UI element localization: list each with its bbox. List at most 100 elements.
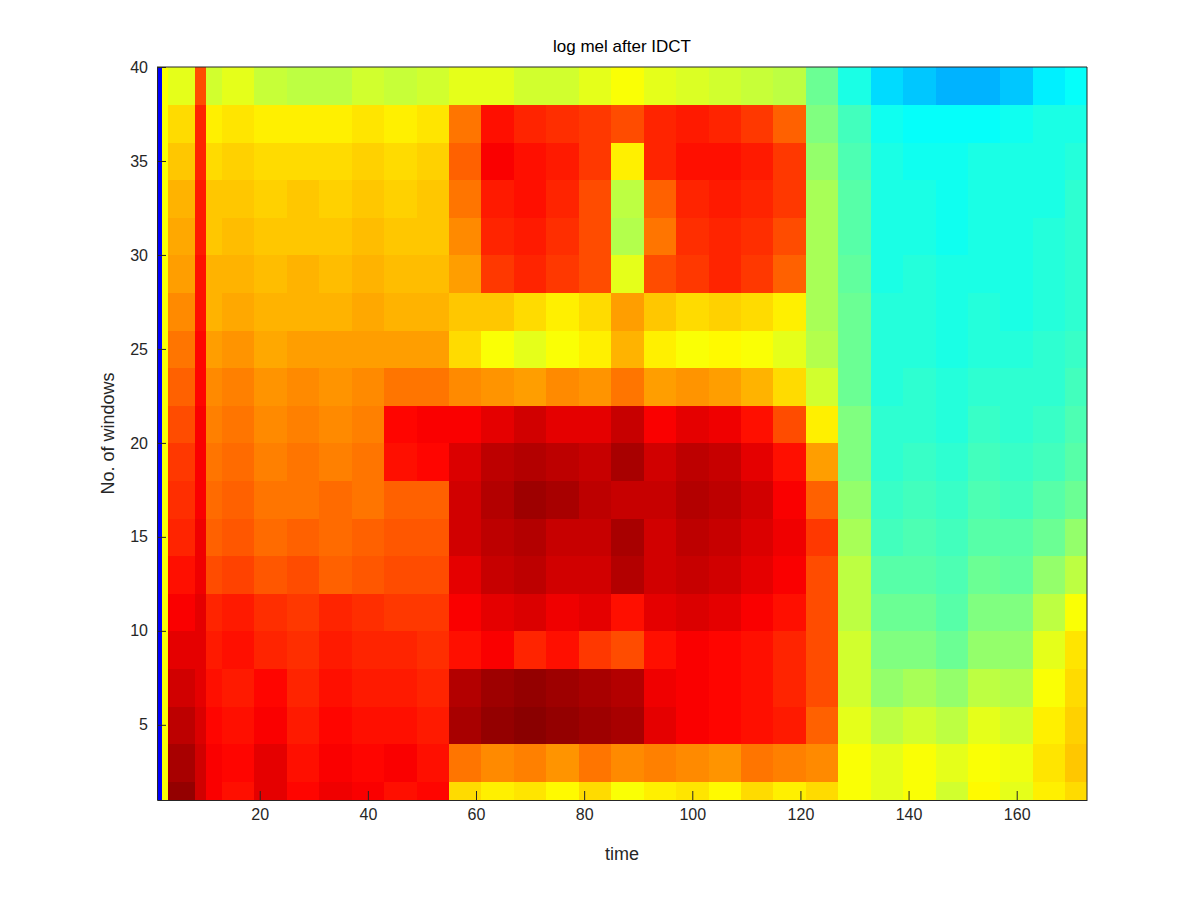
cell [195,631,206,669]
cell [168,180,196,218]
cell [1000,368,1033,406]
cell [254,556,287,594]
cell [222,67,255,105]
cell [773,105,806,143]
cell [481,330,514,368]
cell [936,631,969,669]
cell [546,142,579,180]
cell [222,330,255,368]
cell [254,593,287,631]
cell [222,105,255,143]
cell [968,781,1001,800]
cell [611,668,644,706]
cell [773,405,806,443]
cell [968,405,1001,443]
cell [579,142,612,180]
cell [968,67,1001,105]
cell [546,744,579,782]
cell [838,180,871,218]
x-tick-label: 120 [788,806,815,823]
cell [611,781,644,800]
x-tick-mark [692,791,693,800]
y-tick: 5 [139,716,166,733]
cell [709,180,742,218]
cell [481,67,514,105]
cell [773,180,806,218]
cell [514,142,547,180]
cell [162,368,168,406]
x-axis-line [158,800,1088,801]
cell [1000,744,1033,782]
cell [611,518,644,556]
cell [222,518,255,556]
cell [417,706,450,744]
cell [903,593,936,631]
cell [1065,142,1087,180]
cell [417,330,450,368]
cell [1000,330,1033,368]
cell [352,67,385,105]
y-tick-label: 30 [130,247,148,264]
cell [773,293,806,331]
cell [1000,556,1033,594]
y-axis: 510152025303540 [130,59,166,801]
heatmap-cells [157,67,1087,800]
cell [481,217,514,255]
cell [449,217,482,255]
cell [546,593,579,631]
cell [1033,631,1066,669]
cell [903,67,936,105]
cell [741,67,774,105]
cell [319,67,352,105]
cell [1000,480,1033,518]
cell [1000,668,1033,706]
cell [644,744,677,782]
cell [287,67,320,105]
cell [1033,180,1066,218]
cell [222,217,255,255]
cell [838,706,871,744]
cell [579,593,612,631]
y-tick-label: 5 [139,716,148,733]
cell [417,631,450,669]
cell [222,744,255,782]
cell [1065,405,1087,443]
y-tick: 10 [130,622,166,639]
cell [676,781,709,800]
cell [195,330,206,368]
cell [871,593,904,631]
cell [936,405,969,443]
cell [222,556,255,594]
cell [838,255,871,293]
cell [168,781,196,800]
cell [222,255,255,293]
cell [871,255,904,293]
cell [611,443,644,481]
cell [352,518,385,556]
cell [514,593,547,631]
cell [1033,405,1066,443]
cell [676,443,709,481]
cell [709,105,742,143]
cell [514,330,547,368]
cell [449,180,482,218]
cell [871,217,904,255]
cell [168,330,196,368]
cell [162,293,168,331]
cell [741,556,774,594]
cell [709,67,742,105]
cell [287,593,320,631]
cell [709,556,742,594]
cell [352,293,385,331]
cell [676,368,709,406]
cell [352,443,385,481]
cell [352,405,385,443]
cell [579,67,612,105]
cell [417,105,450,143]
cell [162,67,168,105]
cell [1000,255,1033,293]
cell [676,518,709,556]
cell [806,255,839,293]
cell [1065,368,1087,406]
cell [384,330,417,368]
